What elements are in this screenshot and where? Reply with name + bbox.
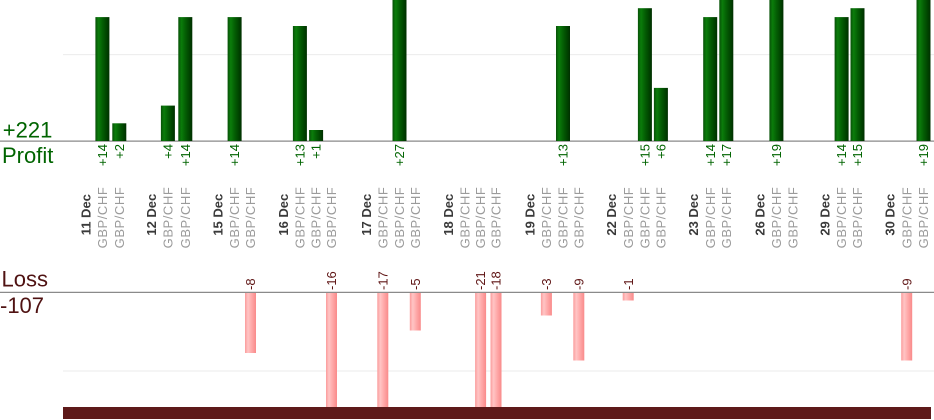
svg-text:+14: +14: [95, 144, 110, 166]
svg-text:GBP/CHF: GBP/CHF: [834, 187, 849, 249]
svg-text:GBP/CHF: GBP/CHF: [392, 187, 407, 249]
svg-text:29 Dec: 29 Dec: [818, 194, 833, 236]
svg-text:GBP/CHF: GBP/CHF: [571, 187, 586, 249]
svg-text:+27: +27: [392, 144, 407, 166]
svg-text:GBP/CHF: GBP/CHF: [785, 187, 800, 249]
svg-text:+14: +14: [178, 144, 193, 166]
svg-text:GBP/CHF: GBP/CHF: [473, 187, 488, 249]
svg-text:GBP/CHF: GBP/CHF: [850, 187, 865, 249]
svg-text:30 Dec: 30 Dec: [883, 194, 898, 236]
svg-text:GBP/CHF: GBP/CHF: [916, 187, 931, 249]
svg-text:16 Dec: 16 Dec: [276, 194, 291, 236]
svg-text:15 Dec: 15 Dec: [211, 194, 226, 236]
svg-text:GBP/CHF: GBP/CHF: [769, 187, 784, 249]
svg-text:GBP/CHF: GBP/CHF: [112, 187, 127, 249]
svg-text:GBP/CHF: GBP/CHF: [324, 187, 339, 249]
svg-text:+4: +4: [161, 144, 176, 159]
svg-text:+15: +15: [850, 144, 865, 166]
svg-text:+19: +19: [916, 144, 931, 166]
svg-text:Profit: Profit: [2, 143, 53, 168]
svg-text:-107: -107: [0, 293, 44, 318]
svg-text:-8: -8: [243, 278, 258, 290]
svg-text:12 Dec: 12 Dec: [144, 194, 159, 236]
svg-text:GBP/CHF: GBP/CHF: [638, 187, 653, 249]
svg-text:+14: +14: [834, 144, 849, 166]
svg-text:-17: -17: [375, 271, 390, 290]
svg-text:GBP/CHF: GBP/CHF: [654, 187, 669, 249]
svg-text:-9: -9: [899, 278, 914, 290]
svg-text:18 Dec: 18 Dec: [441, 194, 456, 236]
svg-text:+14: +14: [227, 144, 242, 166]
svg-text:+17: +17: [719, 144, 734, 166]
svg-text:+13: +13: [293, 144, 308, 166]
svg-text:GBP/CHF: GBP/CHF: [539, 187, 554, 249]
svg-text:+2: +2: [112, 144, 127, 159]
svg-text:+1: +1: [309, 144, 324, 159]
svg-text:GBP/CHF: GBP/CHF: [899, 187, 914, 249]
svg-text:GBP/CHF: GBP/CHF: [457, 187, 472, 249]
svg-text:+221: +221: [3, 118, 53, 143]
svg-text:22 Dec: 22 Dec: [604, 194, 619, 236]
svg-text:GBP/CHF: GBP/CHF: [309, 187, 324, 249]
svg-text:GBP/CHF: GBP/CHF: [161, 187, 176, 249]
svg-text:-16: -16: [324, 271, 339, 290]
svg-text:+6: +6: [654, 144, 669, 159]
svg-text:+19: +19: [769, 144, 784, 166]
svg-text:-21: -21: [473, 271, 488, 290]
svg-text:-1: -1: [621, 278, 636, 290]
svg-text:Loss: Loss: [2, 267, 48, 292]
svg-text:+15: +15: [638, 144, 653, 166]
svg-text:-18: -18: [489, 271, 504, 290]
svg-text:GBP/CHF: GBP/CHF: [178, 187, 193, 249]
svg-text:GBP/CHF: GBP/CHF: [243, 187, 258, 249]
svg-text:17 Dec: 17 Dec: [359, 194, 374, 236]
svg-text:GBP/CHF: GBP/CHF: [293, 187, 308, 249]
svg-text:GBP/CHF: GBP/CHF: [489, 187, 504, 249]
svg-text:26 Dec: 26 Dec: [752, 194, 767, 236]
svg-text:+13: +13: [556, 144, 571, 166]
svg-text:19 Dec: 19 Dec: [522, 194, 537, 236]
svg-text:GBP/CHF: GBP/CHF: [375, 187, 390, 249]
svg-text:GBP/CHF: GBP/CHF: [556, 187, 571, 249]
svg-text:GBP/CHF: GBP/CHF: [719, 187, 734, 249]
svg-text:GBP/CHF: GBP/CHF: [227, 187, 242, 249]
svg-text:-5: -5: [408, 278, 423, 290]
svg-text:GBP/CHF: GBP/CHF: [703, 187, 718, 249]
svg-text:GBP/CHF: GBP/CHF: [95, 187, 110, 249]
svg-text:11 Dec: 11 Dec: [78, 194, 93, 235]
svg-text:GBP/CHF: GBP/CHF: [621, 187, 636, 249]
svg-text:-3: -3: [539, 278, 554, 290]
svg-text:-9: -9: [571, 278, 586, 290]
svg-text:+14: +14: [703, 144, 718, 166]
svg-text:GBP/CHF: GBP/CHF: [408, 187, 423, 249]
svg-text:23 Dec: 23 Dec: [686, 194, 701, 236]
